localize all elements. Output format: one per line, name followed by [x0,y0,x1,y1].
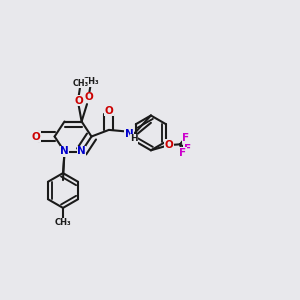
Text: N: N [60,146,69,157]
Text: CH₃: CH₃ [72,79,88,88]
Text: H: H [130,134,138,143]
Text: O: O [164,140,173,150]
Text: O: O [84,92,93,103]
Text: CH₃: CH₃ [55,218,71,227]
Text: O: O [104,106,113,116]
Text: F: F [184,144,191,154]
Text: O: O [31,131,40,142]
Text: N: N [124,129,134,139]
Text: CH₃: CH₃ [82,77,99,86]
Text: F: F [179,148,187,158]
Text: F: F [182,133,190,143]
Text: N: N [77,146,86,157]
Text: O: O [74,95,83,106]
